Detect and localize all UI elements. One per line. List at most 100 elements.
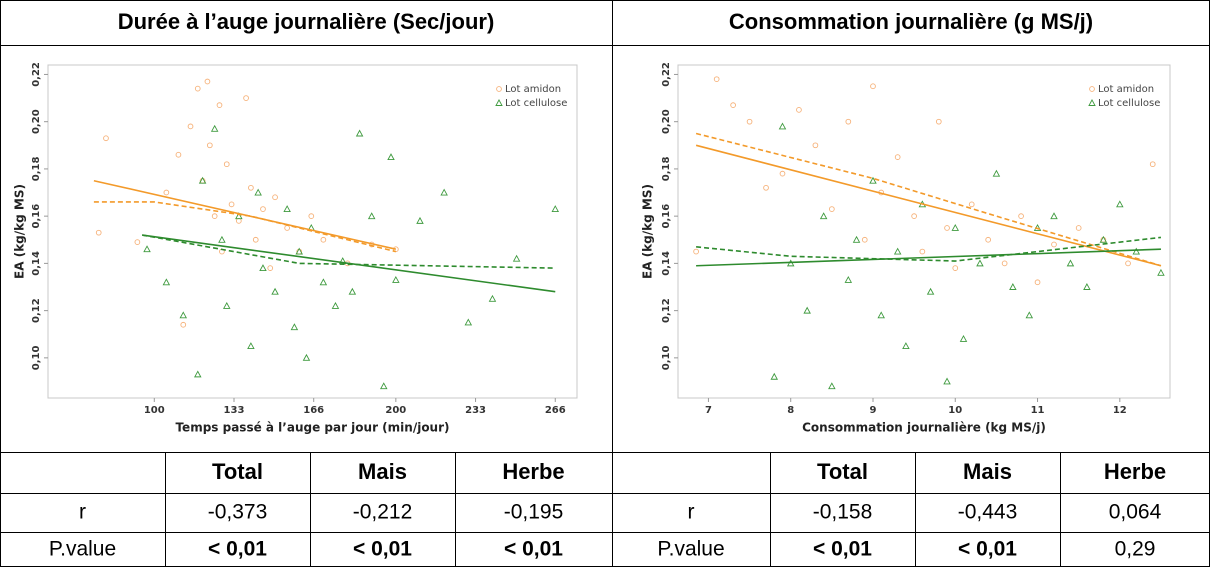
row-header: P.value [49, 538, 116, 561]
table-cell: -0,212 [353, 501, 413, 524]
column-header: Mais [963, 459, 1012, 484]
data-point [103, 135, 109, 142]
legend-marker [1089, 86, 1095, 92]
data-point [1009, 283, 1017, 290]
data-point [198, 176, 207, 184]
data-point [243, 95, 249, 101]
data-point [1083, 283, 1091, 290]
data-point [416, 216, 424, 224]
data-point [308, 213, 315, 219]
data-point [829, 206, 835, 212]
data-point [162, 278, 171, 286]
data-point [1051, 241, 1057, 248]
data-point [235, 212, 243, 220]
data-point [1132, 247, 1141, 255]
data-point [283, 205, 291, 213]
table-cell: -0,373 [208, 501, 268, 524]
data-point [893, 247, 902, 255]
plot-frame [677, 64, 1171, 399]
legend-label: Lot amidon [1098, 84, 1154, 95]
data-point [1116, 200, 1124, 208]
legend-marker [1088, 99, 1096, 106]
x-tick-label: 233 [465, 405, 486, 416]
table-cell: < 0,01 [504, 538, 563, 561]
data-point [260, 206, 266, 212]
data-point [216, 102, 223, 108]
table-cell: -0,158 [813, 501, 873, 524]
data-point [861, 236, 868, 243]
x-tick-label: 10 [948, 405, 962, 416]
data-point [179, 311, 188, 319]
data-point [512, 254, 521, 262]
data-point [992, 169, 1001, 177]
data-point [211, 213, 218, 219]
data-point [259, 264, 267, 272]
legend-label: Lot amidon [505, 84, 561, 95]
column-header: Herbe [1104, 459, 1166, 484]
data-point [355, 129, 364, 137]
table-title: Durée à l’auge journalière (Sec/jour) [118, 9, 495, 34]
data-point [464, 318, 473, 326]
trend-line [142, 234, 556, 293]
table-cell: -0,195 [504, 501, 564, 524]
data-point [267, 265, 274, 271]
data-point [1149, 161, 1156, 168]
data-point [828, 382, 836, 390]
data-point [877, 311, 885, 319]
y-tick-label: 0,16 [661, 204, 672, 229]
y-axis-title: EA (kg/kg MS) [13, 184, 27, 279]
data-point [1157, 268, 1165, 276]
data-point [770, 372, 779, 380]
data-point [844, 275, 853, 283]
table-cell: -0,443 [958, 501, 1018, 524]
x-tick-label: 200 [385, 405, 406, 416]
data-point [902, 342, 910, 349]
row-header: r [688, 501, 695, 524]
data-point [348, 287, 357, 295]
data-point [247, 342, 255, 349]
data-point [763, 184, 769, 191]
data-point [302, 353, 311, 361]
y-tick-label: 0,10 [661, 345, 672, 370]
trend-line [696, 248, 1161, 267]
table-cell: < 0,01 [353, 538, 412, 561]
data-point [175, 151, 182, 158]
legend-label: Lot cellulose [1098, 98, 1160, 109]
data-point [392, 275, 400, 283]
data-point [1025, 311, 1034, 319]
data-point [331, 301, 340, 309]
x-tick-label: 133 [224, 405, 245, 416]
data-point [95, 229, 102, 236]
data-point [1050, 212, 1058, 220]
data-point [730, 102, 736, 108]
y-tick-label: 0,18 [661, 157, 672, 182]
data-point [976, 259, 984, 267]
row-header: r [79, 501, 86, 524]
data-point [935, 118, 942, 125]
trend-line [93, 201, 397, 253]
data-point [254, 188, 262, 196]
data-point [985, 236, 992, 243]
x-tick-label: 166 [303, 405, 324, 416]
data-point [693, 248, 699, 255]
data-point [952, 265, 959, 271]
data-point [206, 142, 213, 149]
data-point [1099, 235, 1108, 243]
x-tick-label: 266 [545, 405, 566, 416]
y-tick-label: 0,18 [31, 157, 42, 182]
data-point [1001, 260, 1008, 267]
data-point [320, 236, 327, 243]
y-tick-label: 0,14 [661, 251, 672, 276]
data-point [194, 370, 202, 378]
data-point [228, 201, 235, 208]
data-point [194, 85, 201, 92]
table-cell: < 0,01 [813, 538, 872, 561]
x-axis-title: Temps passé à l’auge par jour (min/jour) [175, 421, 449, 435]
data-point [222, 301, 231, 309]
data-point [819, 212, 828, 220]
y-tick-label: 0,16 [31, 204, 42, 229]
data-point [870, 83, 876, 90]
x-tick-label: 12 [1113, 405, 1127, 416]
data-point [779, 170, 786, 177]
data-point [803, 306, 811, 314]
